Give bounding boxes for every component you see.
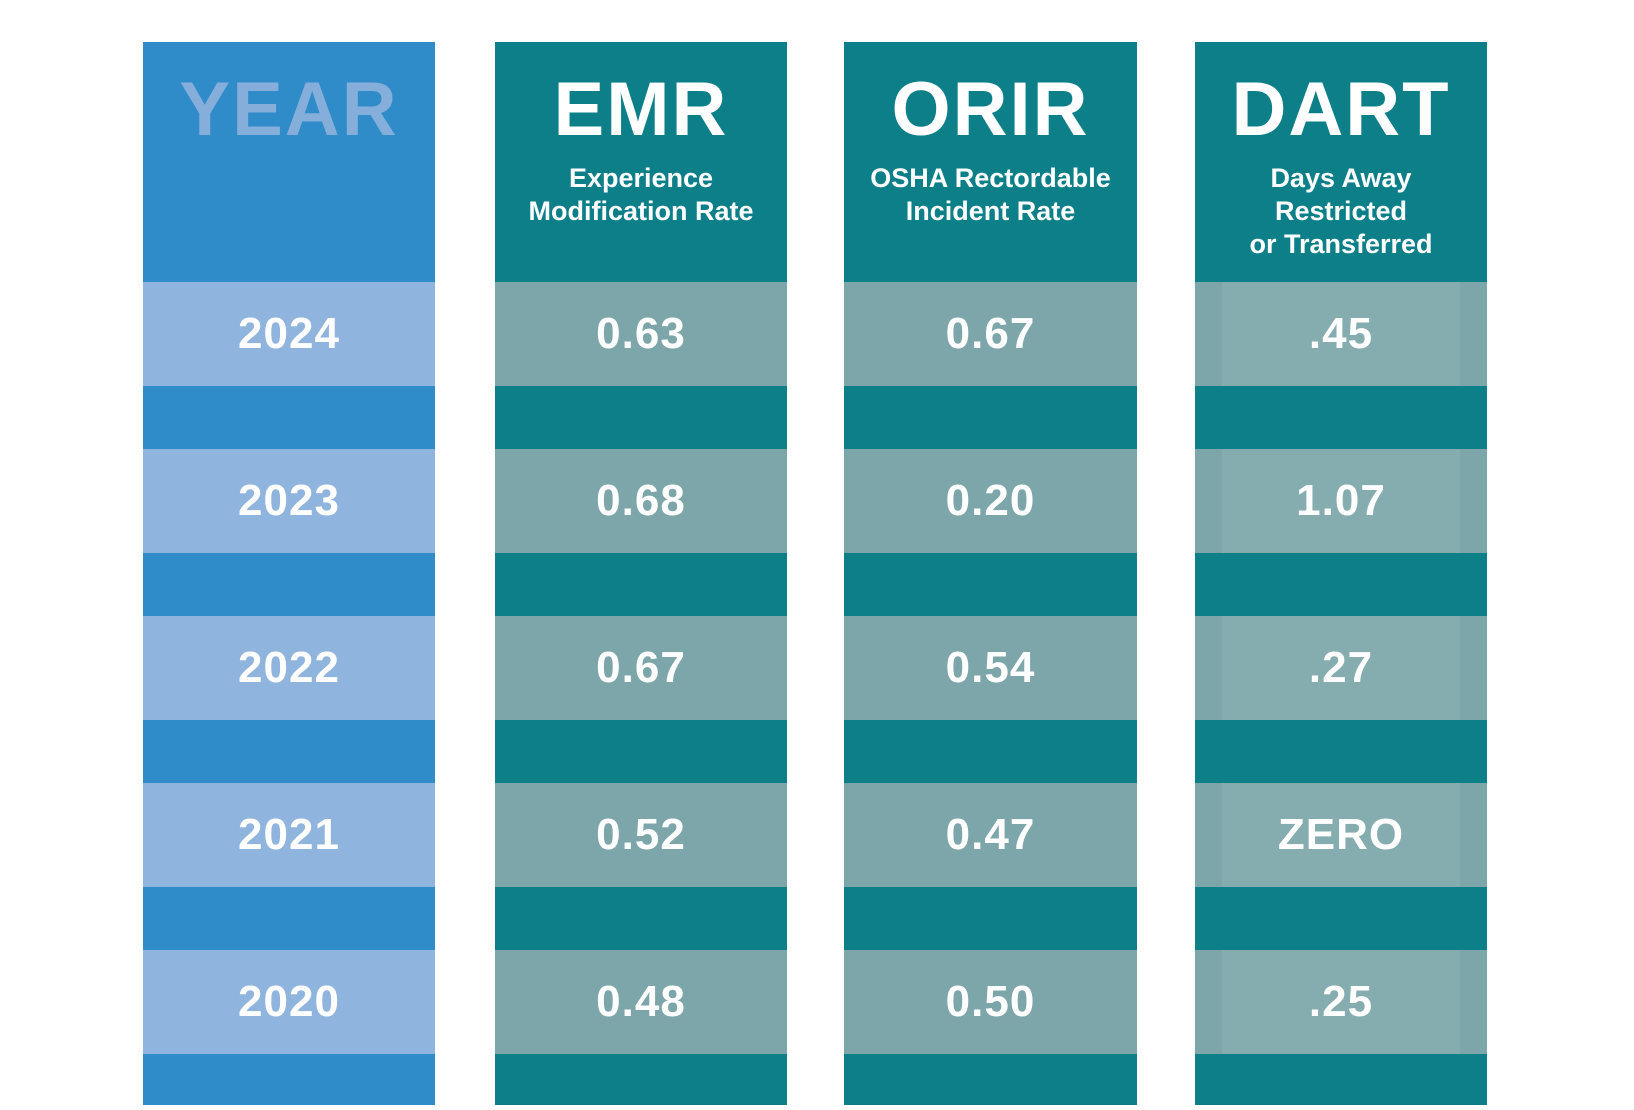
orir-cell-2023: 0.20 <box>844 449 1137 553</box>
orir-cell-2022: 0.54 <box>844 616 1137 720</box>
orir-cell-2021: 0.47 <box>844 783 1137 887</box>
orir-header-subtitle: OSHA Rectordable Incident Rate <box>870 163 1111 226</box>
emr-value: 0.67 <box>596 643 686 692</box>
year-cell-2020: 2020 <box>143 950 435 1054</box>
emr-cell-2024: 0.63 <box>495 282 787 386</box>
emr-column-header: EMR Experience Modification Rate <box>495 42 787 282</box>
dart-column-header: DART Days Away Restricted or Transferred <box>1195 42 1487 282</box>
orir-value: 0.47 <box>945 810 1036 859</box>
emr-header-title: EMR <box>553 67 729 152</box>
year-value: 2023 <box>238 476 340 525</box>
dart-cell-2024: .45 <box>1195 282 1487 386</box>
emr-value: 0.63 <box>596 309 686 358</box>
dart-value: .27 <box>1308 643 1374 692</box>
emr-value: 0.68 <box>596 476 686 525</box>
dart-cell-highlight <box>1222 950 1460 1054</box>
emr-cell-2021: 0.52 <box>495 783 787 887</box>
orir-cell-2020: 0.50 <box>844 950 1137 1054</box>
year-value: 2022 <box>238 643 340 692</box>
dart-cell-highlight <box>1222 783 1460 887</box>
emr-value: 0.52 <box>596 810 686 859</box>
orir-value: 0.50 <box>945 977 1036 1026</box>
dart-value: 1.07 <box>1296 476 1386 525</box>
dart-cell-highlight <box>1222 616 1460 720</box>
year-cell-2024: 2024 <box>143 282 435 386</box>
year-value: 2021 <box>238 810 340 859</box>
dart-header-title: DART <box>1231 67 1451 152</box>
emr-value: 0.48 <box>596 977 686 1026</box>
dart-header-subtitle: Days Away Restricted or Transferred <box>1249 163 1433 259</box>
orir-header-title: ORIR <box>891 67 1090 152</box>
dart-value: .45 <box>1308 309 1374 358</box>
year-column: YEAR 2024 2023 2022 2021 2020 <box>143 42 435 1105</box>
emr-header-subtitle: Experience Modification Rate <box>528 163 754 226</box>
year-value: 2020 <box>238 977 340 1026</box>
emr-cell-2022: 0.67 <box>495 616 787 720</box>
orir-value: 0.54 <box>945 643 1036 692</box>
dart-cell-highlight <box>1222 449 1460 553</box>
dart-cell-highlight <box>1222 282 1460 386</box>
year-cell-2023: 2023 <box>143 449 435 553</box>
dart-cell-2022: .27 <box>1195 616 1487 720</box>
dart-cell-2020: .25 <box>1195 950 1487 1054</box>
orir-value: 0.67 <box>945 309 1036 358</box>
orir-value: 0.20 <box>945 476 1036 525</box>
year-cell-2021: 2021 <box>143 783 435 887</box>
dart-column: DART Days Away Restricted or Transferred… <box>1195 42 1487 1105</box>
dart-value: .25 <box>1308 977 1374 1026</box>
orir-cell-2024: 0.67 <box>844 282 1137 386</box>
year-value: 2024 <box>238 309 340 358</box>
orir-column: ORIR OSHA Rectordable Incident Rate 0.67… <box>844 42 1137 1105</box>
year-column-header: YEAR <box>143 42 435 282</box>
dart-cell-2021: ZERO <box>1195 783 1487 887</box>
emr-column: EMR Experience Modification Rate 0.63 0.… <box>495 42 787 1105</box>
emr-cell-2023: 0.68 <box>495 449 787 553</box>
year-header-title: YEAR <box>179 67 399 152</box>
dart-cell-2023: 1.07 <box>1195 449 1487 553</box>
emr-cell-2020: 0.48 <box>495 950 787 1054</box>
year-cell-2022: 2022 <box>143 616 435 720</box>
orir-column-header: ORIR OSHA Rectordable Incident Rate <box>844 42 1137 282</box>
dart-value: ZERO <box>1277 810 1405 859</box>
